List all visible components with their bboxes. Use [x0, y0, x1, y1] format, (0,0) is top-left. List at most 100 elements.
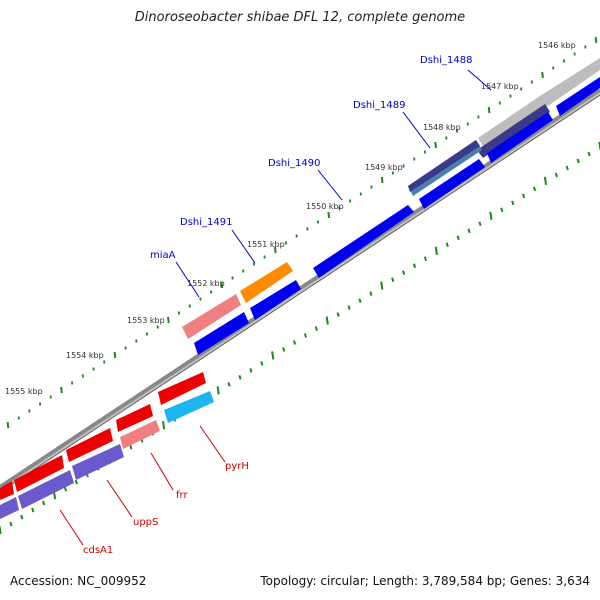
gene-label-dshi-1490: Dshi_1490 [268, 158, 320, 169]
tick-mark [60, 386, 63, 394]
tick-mark [327, 211, 331, 219]
tick-mark [336, 312, 340, 317]
gene-reverse-purple-edge[interactable] [0, 497, 19, 519]
gene-forward-1[interactable] [194, 312, 249, 355]
gene-leader-lines [59, 69, 492, 546]
tick-mark [129, 444, 133, 450]
gene-label-miaA: miaA [150, 250, 176, 261]
tick-mark [380, 176, 384, 184]
tick-mark [391, 277, 395, 282]
tick-mark [467, 228, 471, 234]
tick-mark [271, 351, 275, 360]
gene-forward-4[interactable] [419, 159, 485, 209]
tick-mark [587, 151, 591, 157]
gene-labels: Dshi_1488 Dshi_1489 Dshi_1490 Dshi_1491 … [83, 55, 472, 556]
tick-mark [543, 176, 548, 186]
tick-mark [369, 291, 373, 296]
tick-mark [412, 263, 417, 268]
tick-mark [402, 270, 406, 275]
tick-mark [31, 507, 35, 513]
outer-tick-track [6, 36, 598, 429]
tick-label: 1547 kbp [481, 82, 519, 91]
tick-mark [325, 316, 329, 325]
gene-uppS[interactable] [72, 444, 124, 480]
tick-mark [42, 500, 46, 506]
gene-pyrH[interactable] [164, 391, 214, 423]
tick-mark [273, 246, 277, 254]
gene-reverse-4[interactable] [14, 455, 64, 492]
tick-mark [541, 71, 544, 79]
tick-mark [63, 486, 68, 492]
gene-label-uppS: uppS [133, 517, 158, 528]
tick-mark [554, 172, 558, 178]
gene-dshi-1488[interactable] [478, 58, 600, 148]
accession-text: Accession: NC_009952 [10, 574, 147, 588]
genome-backbone-shadow [0, 92, 600, 491]
tick-label: 1546 kbp [538, 41, 576, 50]
tick-mark [532, 186, 537, 192]
tick-mark [380, 281, 384, 290]
tick-mark [292, 340, 297, 345]
gene-dshi-1489b[interactable] [408, 140, 480, 192]
tick-mark [238, 375, 242, 380]
tick-mark [358, 298, 362, 303]
gene-label-dshi-1491: Dshi_1491 [180, 217, 232, 228]
gene-forward-5[interactable] [487, 112, 553, 163]
gene-reverse-3[interactable] [66, 428, 113, 462]
tick-mark [20, 514, 24, 520]
tick-mark [565, 165, 569, 171]
tick-mark [445, 242, 449, 248]
gene-frr[interactable] [120, 420, 160, 449]
gene-forward-3[interactable] [313, 205, 414, 278]
tick-mark [167, 316, 170, 324]
genome-backbone-inner [0, 94, 600, 493]
gene-label-pyrH: pyrH [225, 461, 249, 472]
tick-mark [314, 326, 318, 331]
tick-mark [249, 368, 253, 373]
gene-reverse-5[interactable] [0, 481, 14, 500]
gene-reverse-1[interactable] [158, 372, 206, 405]
tick-mark [434, 246, 438, 255]
tick-mark [423, 256, 428, 261]
tick-label: 1552 kbp [187, 279, 225, 288]
gene-reverse-2[interactable] [116, 404, 153, 432]
gene-dshi-1491[interactable] [240, 262, 293, 303]
forward-strand-lane2 [194, 77, 600, 355]
tick-label: 1550 kbp [306, 202, 344, 211]
tick-mark [511, 200, 515, 206]
tick-mark [303, 333, 308, 338]
tick-labels: 1546 kbp 1547 kbp 1548 kbp 1549 kbp 1550… [5, 41, 576, 396]
tick-mark [282, 347, 286, 352]
tick-mark [434, 141, 437, 149]
tick-mark [227, 382, 231, 387]
tick-mark [0, 525, 2, 535]
reverse-strand-genes [0, 372, 214, 519]
genome-summary-text: Topology: circular; Length: 3,789,584 bp… [260, 574, 590, 588]
tick-label: 1551 kbp [247, 240, 285, 249]
tick-mark [576, 158, 580, 164]
tick-mark [487, 106, 491, 114]
gene-cdsA1[interactable] [18, 470, 74, 509]
tick-mark [478, 221, 482, 227]
tick-mark [489, 211, 493, 220]
forward-strand-genes [182, 58, 600, 339]
gene-label-dshi-1489: Dshi_1489 [353, 100, 405, 111]
tick-mark [9, 521, 13, 527]
tick-label: 1548 kbp [423, 123, 461, 132]
gene-label-frr: frr [176, 490, 188, 501]
gene-forward-2[interactable] [250, 280, 301, 320]
tick-mark [162, 421, 166, 430]
gene-miaA[interactable] [182, 294, 241, 339]
tick-mark [594, 36, 598, 44]
tick-label: 1553 kbp [127, 316, 165, 325]
tick-mark [74, 479, 78, 485]
gene-forward-6[interactable] [556, 77, 600, 116]
tick-mark [500, 207, 504, 213]
inner-tick-track [0, 141, 600, 535]
tick-mark [216, 386, 220, 395]
gene-dshi-1489-upper[interactable] [477, 104, 550, 158]
tick-mark [6, 421, 10, 429]
tick-mark [220, 281, 224, 289]
tick-label: 1555 kbp [5, 387, 43, 396]
